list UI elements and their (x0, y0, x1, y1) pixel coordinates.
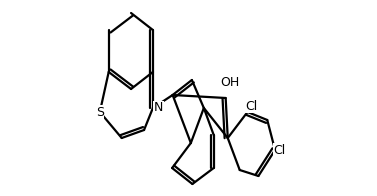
Text: OH: OH (221, 75, 240, 89)
Text: S: S (96, 105, 104, 119)
Text: Cl: Cl (273, 143, 286, 156)
Text: N: N (154, 102, 163, 114)
Text: Cl: Cl (245, 100, 257, 113)
